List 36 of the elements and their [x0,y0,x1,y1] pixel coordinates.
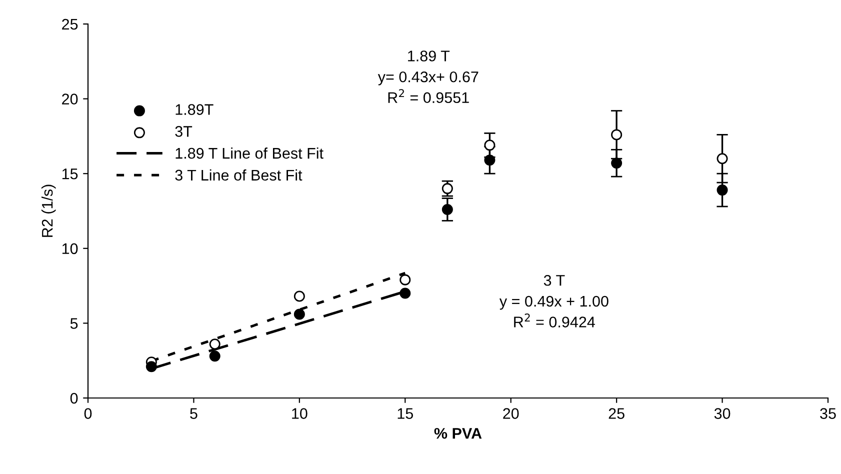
y-tick-label: 15 [62,168,78,180]
x-tick-label: 0 [84,408,92,419]
legend-label: 3T [175,126,192,137]
point [294,290,305,302]
x-tick-label: 25 [608,408,624,419]
point [442,204,453,216]
x-axis-title: % PVA [434,428,482,439]
y-tick-label: 10 [62,243,78,254]
x-tick-label: 20 [503,408,519,419]
point [209,350,220,362]
legend-label: 1.89T [176,104,214,115]
point [716,153,728,164]
y-tick-label: 20 [62,94,78,104]
point [716,184,728,196]
point [400,288,411,299]
point [611,158,622,169]
point [484,154,496,166]
point [400,274,411,286]
point [484,140,496,151]
x-tick-label: 10 [292,408,308,419]
point [146,361,157,372]
legend-label: 3 T Line of Best Fit [175,169,302,181]
x-tick-label: 5 [190,408,198,419]
y-tick-label: 5 [70,318,78,329]
point [294,308,305,320]
y-tick-label: 25 [62,18,78,30]
annotation: 3 T y = 0.49x + 1.00 R$^{2}$ = 0.9424 [499,274,608,328]
point [209,338,220,350]
annotation: 1.89 T y= 0.43x+ 0.67 R$^{2}$ = 0.9551 [378,50,478,104]
x-tick-label: 35 [820,408,836,419]
x-tick-label: 15 [398,408,413,419]
y-axis-title: R2 (1/s) [41,184,56,237]
legend-label: 1.89 T Line of Best Fit [176,148,324,159]
y-tick-label: 0 [70,392,78,404]
point [611,129,622,140]
x-tick-label: 30 [714,408,730,419]
